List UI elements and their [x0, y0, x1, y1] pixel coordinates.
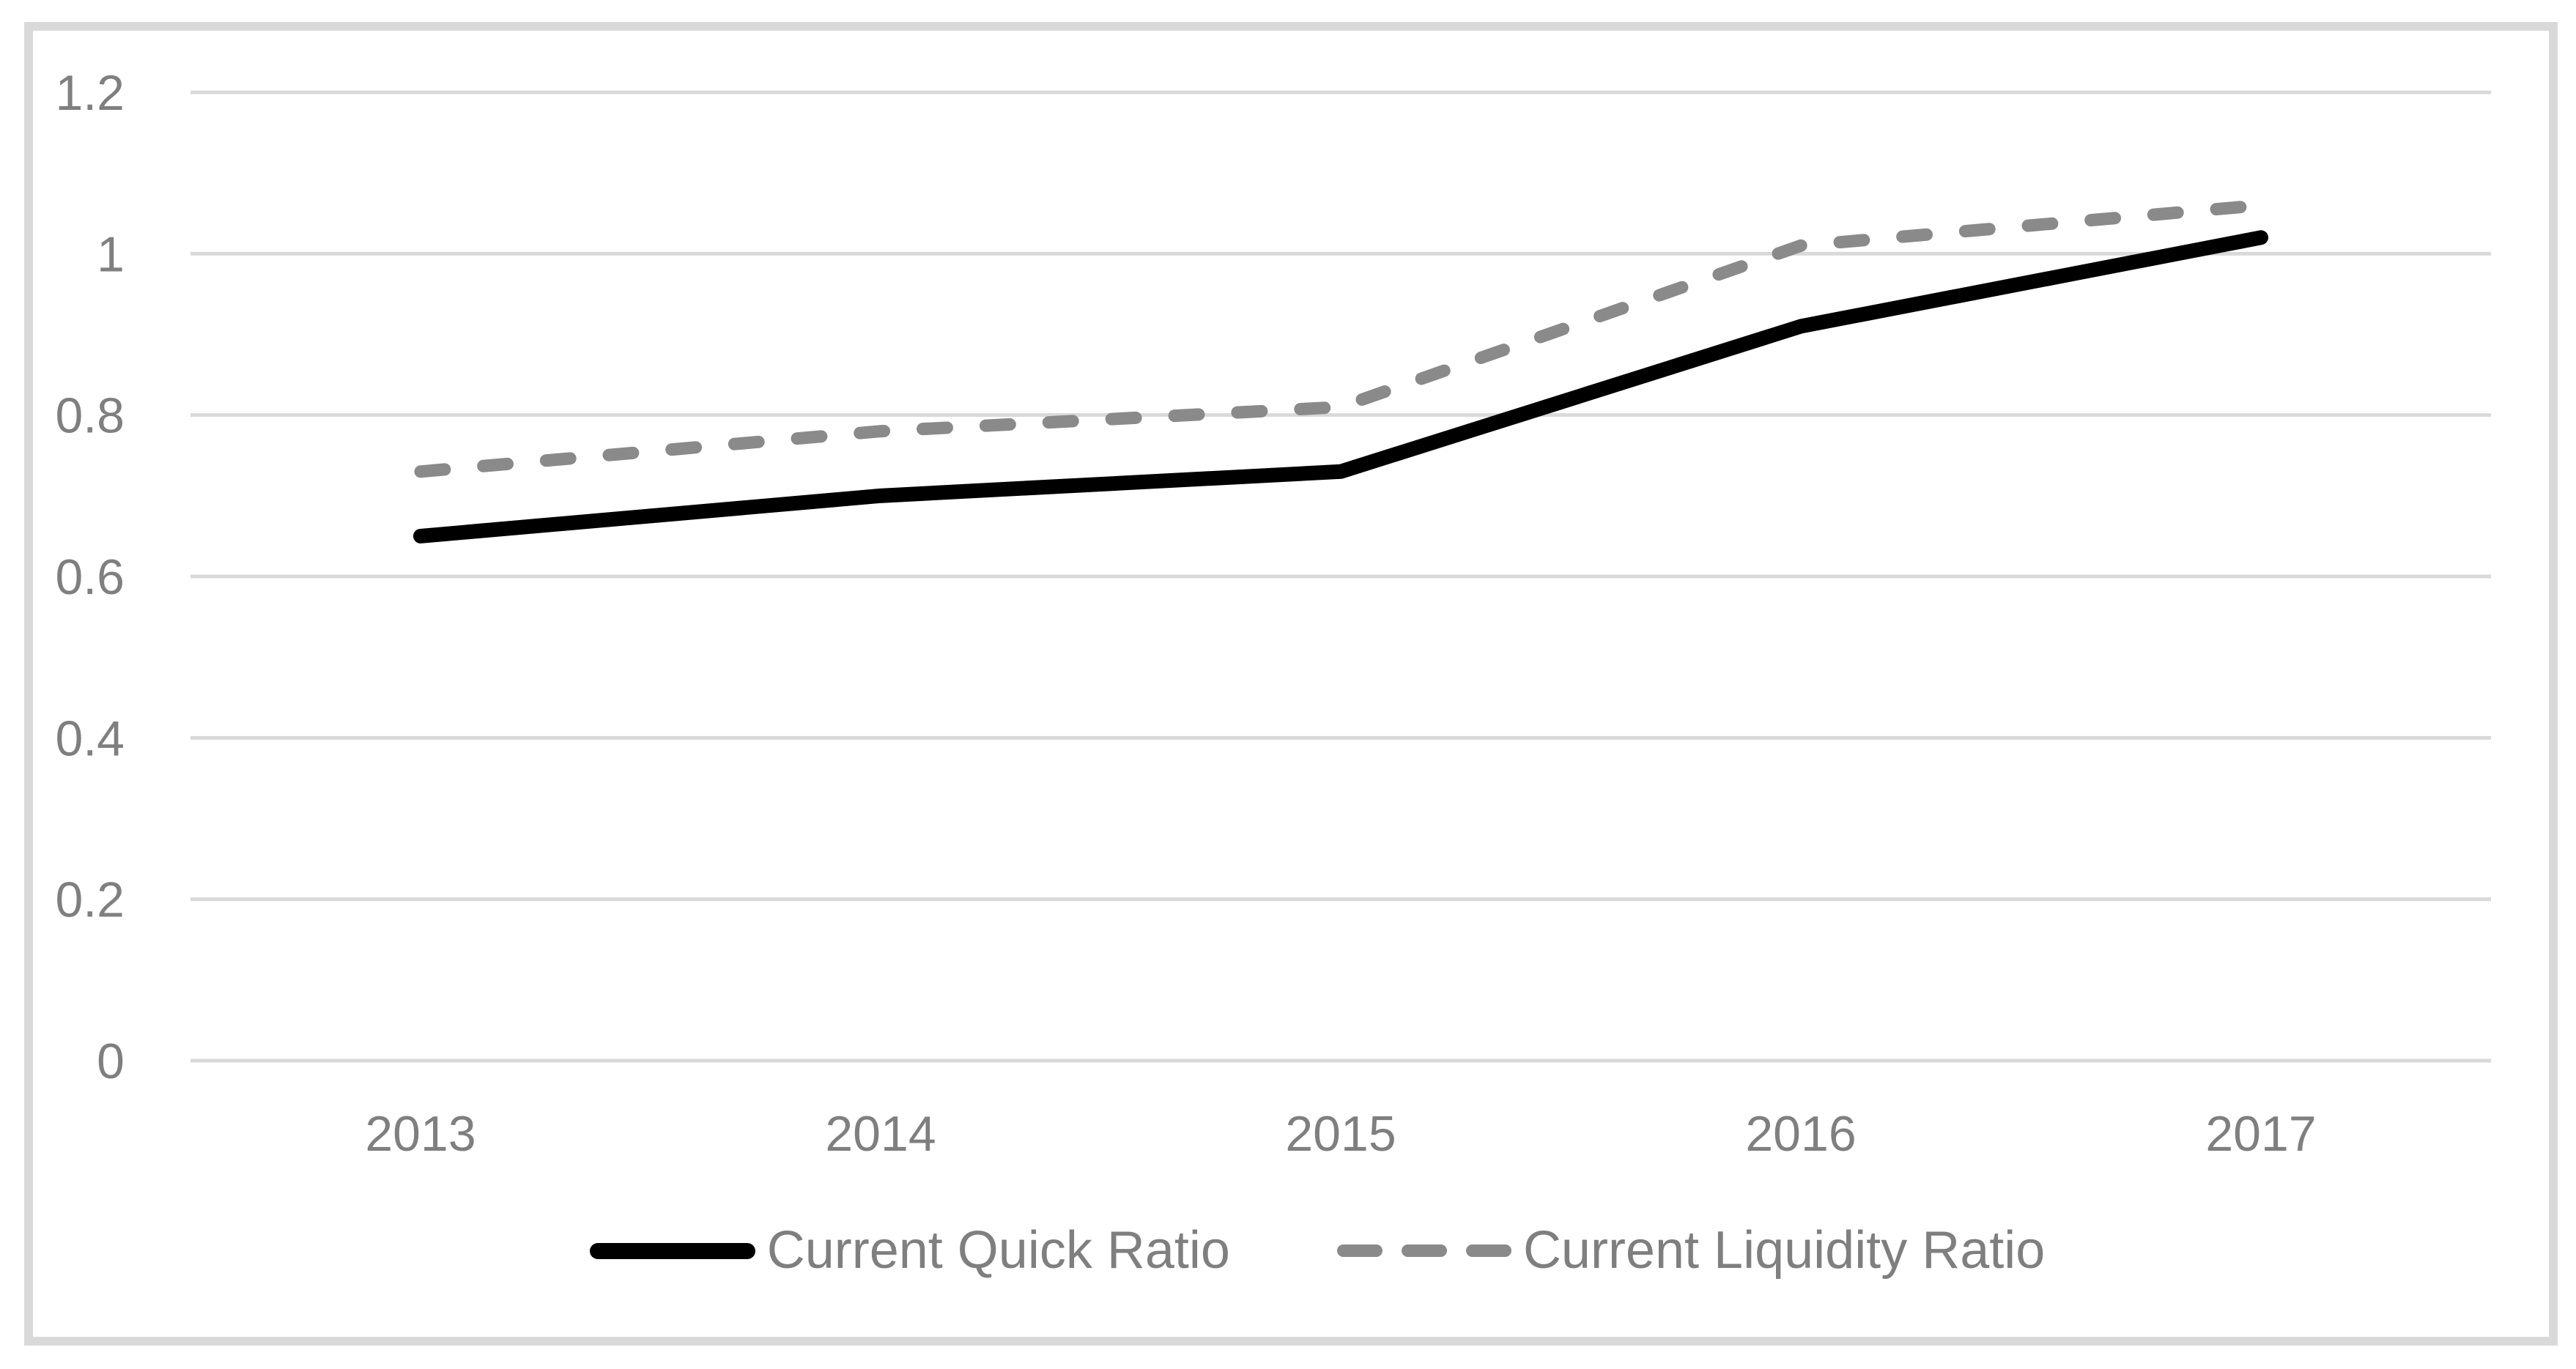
y-axis-tick-label: 0.4 [55, 711, 125, 766]
y-axis-tick-label: 0.8 [55, 388, 125, 444]
x-axis-tick-label: 2015 [1285, 1106, 1396, 1162]
x-axis-tick-label: 2014 [825, 1106, 936, 1162]
y-axis-tick-label: 1 [97, 226, 125, 282]
y-axis-tick-label: 0.6 [55, 549, 125, 605]
chart-border [24, 22, 2558, 1346]
chart-border-group [24, 22, 2558, 1346]
x-axis-labels-group: 2013 2014 2015 2016 2017 [365, 1106, 2316, 1162]
x-axis-tick-label: 2017 [2205, 1106, 2316, 1162]
gridlines-group [190, 90, 2491, 1063]
y-axis-labels-group: 0 0.2 0.4 0.6 0.8 1 1.2 [55, 65, 125, 1089]
y-axis-tick-label: 0 [97, 1034, 125, 1089]
series-line-current-liquidity-ratio [414, 199, 2268, 478]
y-axis-tick-label: 0.2 [55, 872, 125, 928]
series-line-current-quick-ratio [413, 230, 2268, 543]
x-axis-tick-label: 2016 [1745, 1106, 1856, 1162]
x-axis-tick-label: 2013 [365, 1106, 475, 1162]
series-group [413, 199, 2268, 543]
y-axis-tick-label: 1.2 [55, 65, 125, 121]
